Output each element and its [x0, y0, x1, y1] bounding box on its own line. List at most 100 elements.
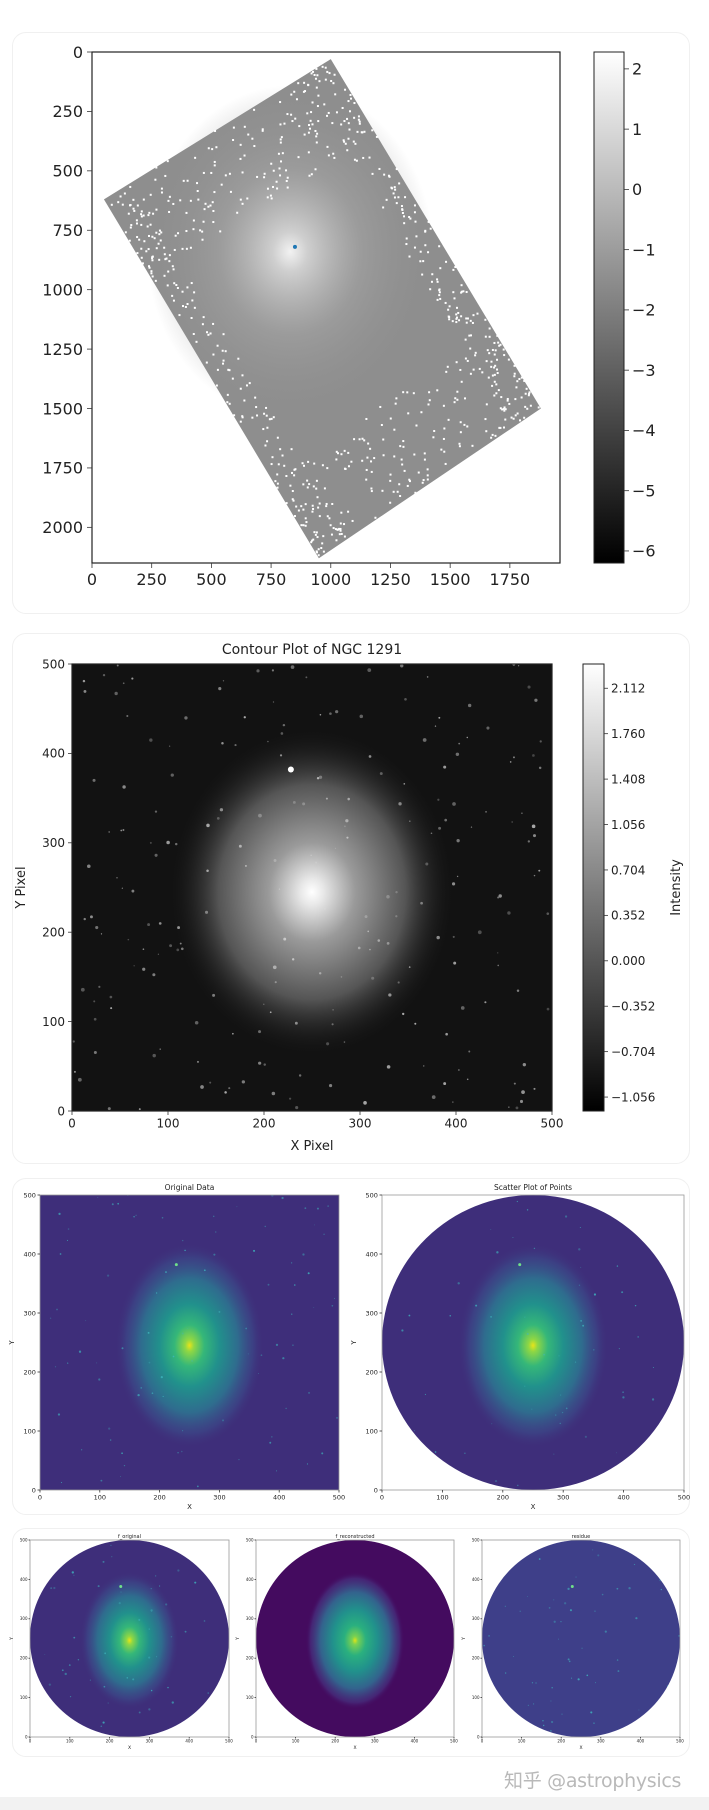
colorbar — [582, 663, 605, 1112]
y-tick-label: 400 — [20, 1577, 28, 1582]
x-tick-label: 400 — [411, 1739, 419, 1744]
y-tick-label: 100 — [246, 1695, 254, 1700]
x-tick-label: 0 — [29, 1739, 32, 1744]
plot-p7: 0 100 200 300 400 500 0 100 200 300 400 500 residue X… — [461, 1534, 684, 1751]
y-tick-label: 0 — [57, 1104, 65, 1118]
plot-p2: 0 100 200 300 400 500 0 100 200 300 400 500 Contour … — [14, 642, 684, 1154]
x-tick-label: 0 — [380, 1493, 384, 1501]
y-tick-label: 400 — [365, 1250, 377, 1258]
image-p7 — [482, 1540, 680, 1737]
x-axis-label: X — [579, 1745, 582, 1751]
y-tick-label: 200 — [246, 1656, 254, 1661]
y-tick-label: 400 — [23, 1250, 35, 1258]
plot-p1: 0 250 500 750 1000 1250 1500 1750 0 250 500 750 1000… — [42, 43, 655, 589]
y-tick-label: 500 — [365, 1191, 377, 1199]
colorbar-tick-label: −2 — [632, 301, 656, 320]
plot-title: Original Data — [165, 1183, 215, 1192]
x-tick-label: 0 — [68, 1117, 76, 1131]
axes-frame — [71, 663, 553, 1112]
bright-star — [570, 1584, 574, 1588]
plot-title: residue — [572, 1534, 590, 1540]
galaxy-halo — [168, 726, 456, 1058]
x-tick-label: 0 — [481, 1739, 484, 1744]
marker-point — [292, 244, 297, 249]
image-p5 — [30, 1540, 229, 1737]
bright-star — [518, 1263, 522, 1267]
y-tick-label: 750 — [52, 221, 83, 240]
x-tick-label: 0 — [38, 1493, 42, 1501]
plot-p5: 0 100 200 300 400 500 0 100 200 300 400 500 f_origin… — [9, 1534, 233, 1751]
y-tick-label: 100 — [42, 1015, 65, 1029]
bright-star — [119, 1584, 123, 1588]
y-axis-label: Y — [350, 1340, 358, 1346]
x-tick-label: 500 — [678, 1493, 690, 1501]
image-p6 — [256, 1540, 454, 1737]
y-axis-label: Y — [9, 1637, 15, 1641]
x-tick-label: 300 — [213, 1493, 225, 1501]
y-tick-label: 500 — [52, 162, 83, 181]
y-tick-label: 1000 — [42, 280, 83, 299]
x-tick-label: 750 — [256, 570, 287, 589]
y-tick-label: 300 — [23, 1309, 35, 1317]
x-tick-label: 500 — [225, 1739, 233, 1744]
colorbar-tick-label: 1.056 — [611, 818, 645, 832]
image-p1 — [92, 52, 560, 563]
x-axis-label: X — [531, 1503, 536, 1511]
y-tick-label: 200 — [472, 1656, 480, 1661]
colorbar-tick-label: 0.704 — [611, 863, 645, 877]
y-tick-label: 500 — [42, 657, 65, 671]
bright-star — [287, 766, 294, 773]
y-tick-label: 0 — [73, 43, 83, 62]
colorbar-tick-label: 0 — [632, 180, 642, 199]
y-tick-label: 400 — [42, 747, 65, 761]
y-tick-label: 200 — [23, 1368, 35, 1376]
y-tick-label: 0 — [251, 1734, 254, 1739]
colorbar-tick-label: 1.760 — [611, 727, 645, 741]
x-tick-label: 300 — [371, 1739, 379, 1744]
y-tick-label: 300 — [472, 1616, 480, 1621]
colorbar-tick-label: −6 — [632, 542, 656, 561]
colorbar-tick-label: −5 — [632, 481, 656, 500]
x-tick-label: 1250 — [370, 570, 411, 589]
x-tick-label: 1000 — [310, 570, 351, 589]
y-tick-label: 100 — [472, 1695, 480, 1700]
x-tick-label: 500 — [450, 1739, 458, 1744]
colorbar-tick-label: −0.352 — [611, 1000, 655, 1014]
plot-title: Scatter Plot of Points — [494, 1183, 572, 1192]
y-tick-label: 200 — [42, 926, 65, 940]
y-tick-label: 300 — [365, 1309, 377, 1317]
x-tick-label: 400 — [185, 1739, 193, 1744]
y-tick-label: 0 — [374, 1486, 378, 1494]
y-tick-label: 0 — [25, 1734, 28, 1739]
y-tick-label: 100 — [20, 1695, 28, 1700]
colorbar-label: Intensity — [669, 859, 684, 916]
x-tick-label: 100 — [66, 1739, 74, 1744]
x-tick-label: 500 — [196, 570, 227, 589]
plot-p3: 0 100 200 300 400 500 0 100 200 300 400 500 Original… — [8, 1183, 345, 1511]
colorbar — [593, 51, 625, 564]
x-tick-label: 100 — [436, 1493, 448, 1501]
x-tick-label: 300 — [146, 1739, 154, 1744]
x-tick-label: 300 — [349, 1117, 372, 1131]
colorbar-tick-label: 2.112 — [611, 682, 645, 696]
colorbar-tick-label: 0.000 — [611, 954, 645, 968]
x-tick-label: 1750 — [489, 570, 530, 589]
colorbar-tick-label: −1.056 — [611, 1090, 655, 1104]
colorbar-tick-label: −3 — [632, 361, 656, 380]
plot-title: Contour Plot of NGC 1291 — [222, 642, 402, 658]
plot-p6: 0 100 200 300 400 500 0 100 200 300 400 500 f_recons… — [235, 1534, 458, 1751]
y-tick-label: 250 — [52, 102, 83, 121]
colorbar-tick-label: −0.704 — [611, 1045, 655, 1059]
x-tick-label: 200 — [253, 1117, 276, 1131]
colorbar-tick-label: −1 — [632, 240, 656, 259]
axes-frame — [381, 1194, 685, 1491]
x-tick-label: 500 — [541, 1117, 564, 1131]
x-tick-label: 100 — [292, 1739, 300, 1744]
y-tick-label: 1500 — [42, 399, 83, 418]
watermark: 知乎 @astrophysics — [504, 1770, 682, 1792]
x-tick-label: 0 — [87, 570, 97, 589]
y-tick-label: 300 — [246, 1616, 254, 1621]
axes-frame — [29, 1539, 230, 1738]
y-tick-label: 400 — [246, 1577, 254, 1582]
colorbar-tick-label: −4 — [632, 421, 656, 440]
